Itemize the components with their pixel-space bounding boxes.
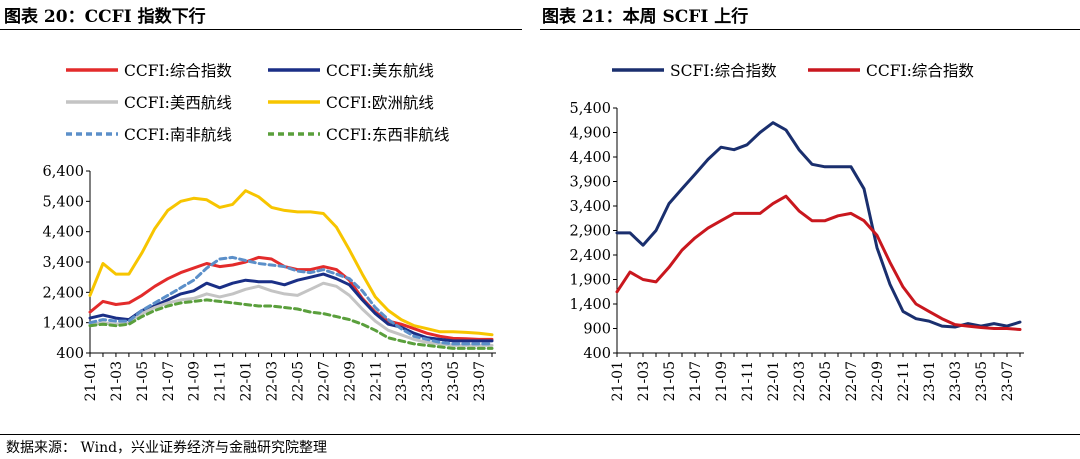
chart2-x-tick-label: 21-05 (662, 361, 678, 401)
chart1-x-tick-label: 22-01 (239, 361, 255, 401)
chart1-legend-label: CCFI:南非航线 (124, 126, 232, 144)
chart2-x-tick-label: 21-11 (740, 361, 756, 401)
right-chart-title: 图表 21：本周 SCFI 上行 (542, 7, 749, 27)
chart2-x-tick-label: 21-03 (636, 361, 652, 401)
chart1-x-tick-label: 21-11 (213, 361, 229, 401)
chart1-series-4-line (88, 189, 494, 337)
chart2-x-tick-label: 22-03 (792, 361, 808, 401)
chart1-series-2-line (88, 272, 494, 343)
chart2-x-tick-label: 21-07 (688, 361, 704, 401)
chart2-x-tick-label: 21-01 (610, 361, 626, 401)
chart2-y-tick-label: 3,900 (569, 175, 611, 191)
chart2-y-tick-label: 900 (583, 322, 611, 338)
chart1-x-tick-label: 21-03 (109, 361, 125, 401)
source-note: 数据来源： Wind，兴业证券经济与金融研究院整理 (6, 440, 328, 456)
chart2-series-2-line (615, 194, 1022, 331)
chart2-x-tick-label: 22-05 (818, 361, 834, 401)
chart1-x-tick-label: 21-07 (161, 361, 177, 401)
chart2-x-tick-label: 22-07 (844, 361, 860, 401)
left-chart-title: 图表 20：CCFI 指数下行 (4, 7, 206, 27)
chart1-series-6-line (88, 298, 494, 350)
chart2-y-tick-label: 1,400 (569, 297, 611, 313)
chart2-series-1-line (615, 121, 1022, 329)
chart2-y-tick-label: 400 (583, 346, 611, 362)
chart1-x-tick-label: 23-03 (420, 361, 436, 401)
chart2-y-tick-label: 4,400 (569, 150, 611, 166)
chart2-x-tick-label: 23-05 (974, 361, 990, 401)
chart2-y-tick-label: 4,900 (569, 126, 611, 142)
chart1-x-tick-label: 21-09 (187, 361, 203, 401)
chart2-y-tick-label: 3,400 (569, 199, 611, 215)
chart1-x-tick-label: 22-09 (342, 361, 358, 401)
chart2-x-tick-label: 23-07 (1000, 361, 1016, 401)
chart1-legend-label: CCFI:欧洲航线 (326, 94, 434, 112)
chart2-x-tick-label: 22-09 (870, 361, 886, 401)
chart1-x-tick-label: 21-01 (83, 361, 99, 401)
chart1-y-tick-label: 5,400 (42, 194, 84, 210)
right-title-rule (540, 29, 1080, 30)
chart1-x-tick-label: 23-05 (446, 361, 462, 401)
chart2-x-tick-label: 21-09 (714, 361, 730, 401)
chart2-y-tick-label: 2,900 (569, 224, 611, 240)
chart2-x-tick-label: 23-01 (922, 361, 938, 401)
chart1-y-tick-label: 6,400 (42, 164, 84, 180)
chart1-legend-label: CCFI:美东航线 (326, 62, 434, 80)
chart1-legend-label: CCFI:东西非航线 (326, 126, 449, 144)
chart1-y-tick-label: 4,400 (42, 225, 84, 241)
chart2-y-tick-label: 5,400 (569, 101, 611, 117)
chart1-legend-label: CCFI:美西航线 (124, 94, 232, 112)
chart2-legend-label: CCFI:综合指数 (866, 62, 974, 80)
left-title-rule (0, 29, 522, 30)
chart1-series-3-line (88, 281, 494, 347)
chart1-y-tick-label: 2,400 (42, 285, 84, 301)
chart1-x-tick-label: 22-05 (290, 361, 306, 401)
chart1-y-tick-label: 3,400 (42, 255, 84, 271)
chart1-series-5-line (88, 255, 494, 346)
chart1-x-tick-label: 22-03 (265, 361, 281, 401)
chart2-y-tick-label: 1,900 (569, 273, 611, 289)
chart2-x-tick-label: 23-03 (948, 361, 964, 401)
chart1-x-tick-label: 21-05 (135, 361, 151, 401)
chart2-x-tick-label: 22-01 (766, 361, 782, 401)
chart1-x-tick-label: 23-07 (472, 361, 488, 401)
chart1-x-tick-label: 22-11 (368, 361, 384, 401)
chart2-legend-label: SCFI:综合指数 (670, 62, 777, 80)
footer-rule (0, 434, 1080, 435)
chart2-y-tick-label: 2,400 (569, 248, 611, 264)
chart1-legend-label: CCFI:综合指数 (124, 62, 232, 80)
chart1-x-tick-label: 22-07 (316, 361, 332, 401)
chart1-y-tick-label: 400 (56, 346, 84, 362)
chart1-x-tick-label: 23-01 (394, 361, 410, 401)
chart1-y-tick-label: 1,400 (42, 316, 84, 332)
chart2-x-tick-label: 22-11 (896, 361, 912, 401)
